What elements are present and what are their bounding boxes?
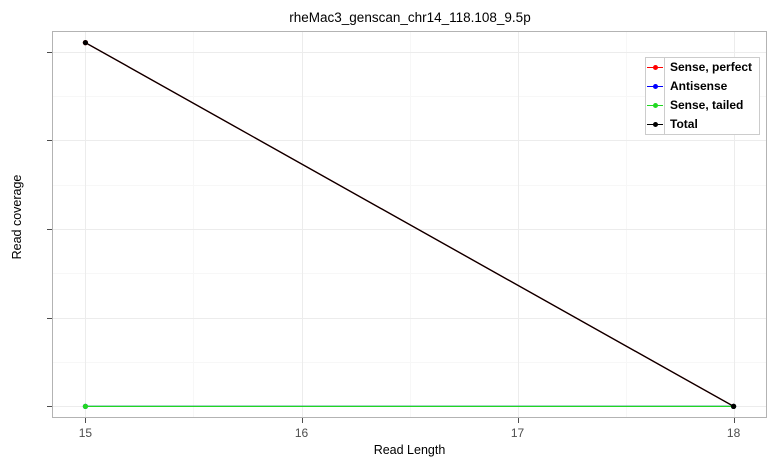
x-tick-mark <box>517 418 519 423</box>
legend-key-point <box>652 121 658 127</box>
y-axis-title: Read coverage <box>10 174 24 260</box>
gridline-minor-vertical <box>193 32 195 417</box>
legend-label: Total <box>670 117 698 131</box>
data-point <box>82 40 89 46</box>
legend-item: Antisense <box>646 77 759 96</box>
legend-item: Sense, tailed <box>646 96 759 115</box>
legend-label: Antisense <box>670 79 728 93</box>
x-tick-mark <box>85 418 87 423</box>
legend-item: Total <box>646 115 759 134</box>
data-point <box>730 403 737 409</box>
gridline-major-vertical <box>85 32 87 417</box>
legend-label: Sense, tailed <box>670 98 744 112</box>
y-tick-mark <box>47 406 52 408</box>
x-axis-title: Read Length <box>373 443 446 457</box>
x-tick-label: 17 <box>510 426 525 440</box>
gridline-major-vertical <box>733 32 735 417</box>
gridline-major-vertical <box>301 32 303 417</box>
legend-key-swatch <box>646 115 665 134</box>
gridline-minor-vertical <box>625 32 627 417</box>
gridline-major-horizontal <box>53 228 766 230</box>
gridline-major-horizontal <box>53 51 766 53</box>
legend-label: Sense, perfect <box>670 60 753 74</box>
x-tick-label: 16 <box>294 426 309 440</box>
gridline-major-horizontal <box>53 317 766 319</box>
y-tick-mark <box>47 51 52 53</box>
gridline-major-vertical <box>517 32 519 417</box>
x-tick-mark <box>733 418 735 423</box>
x-tick-label: 15 <box>78 426 93 440</box>
y-tick-mark <box>47 140 52 142</box>
legend-key-point <box>652 64 658 70</box>
legend-key-point <box>652 83 658 89</box>
legend-key-swatch <box>646 96 665 115</box>
legend-key-point <box>652 102 658 108</box>
x-tick-mark <box>301 418 303 423</box>
x-tick-label: 18 <box>726 426 741 440</box>
legend-key-swatch <box>646 77 665 96</box>
y-tick-mark <box>47 228 52 230</box>
gridline-major-horizontal <box>53 140 766 142</box>
legend-key-swatch <box>646 58 665 77</box>
legend: Sense, perfect Antisense Sense, tailed Tota… <box>645 57 761 135</box>
data-point <box>82 403 89 409</box>
y-tick-mark <box>47 317 52 319</box>
series-layer <box>82 40 737 409</box>
legend-item: Sense, perfect <box>646 58 759 77</box>
series-line <box>85 42 734 407</box>
chart-title: rheMac3_genscan_chr14_118.108_9.5p <box>289 10 531 25</box>
